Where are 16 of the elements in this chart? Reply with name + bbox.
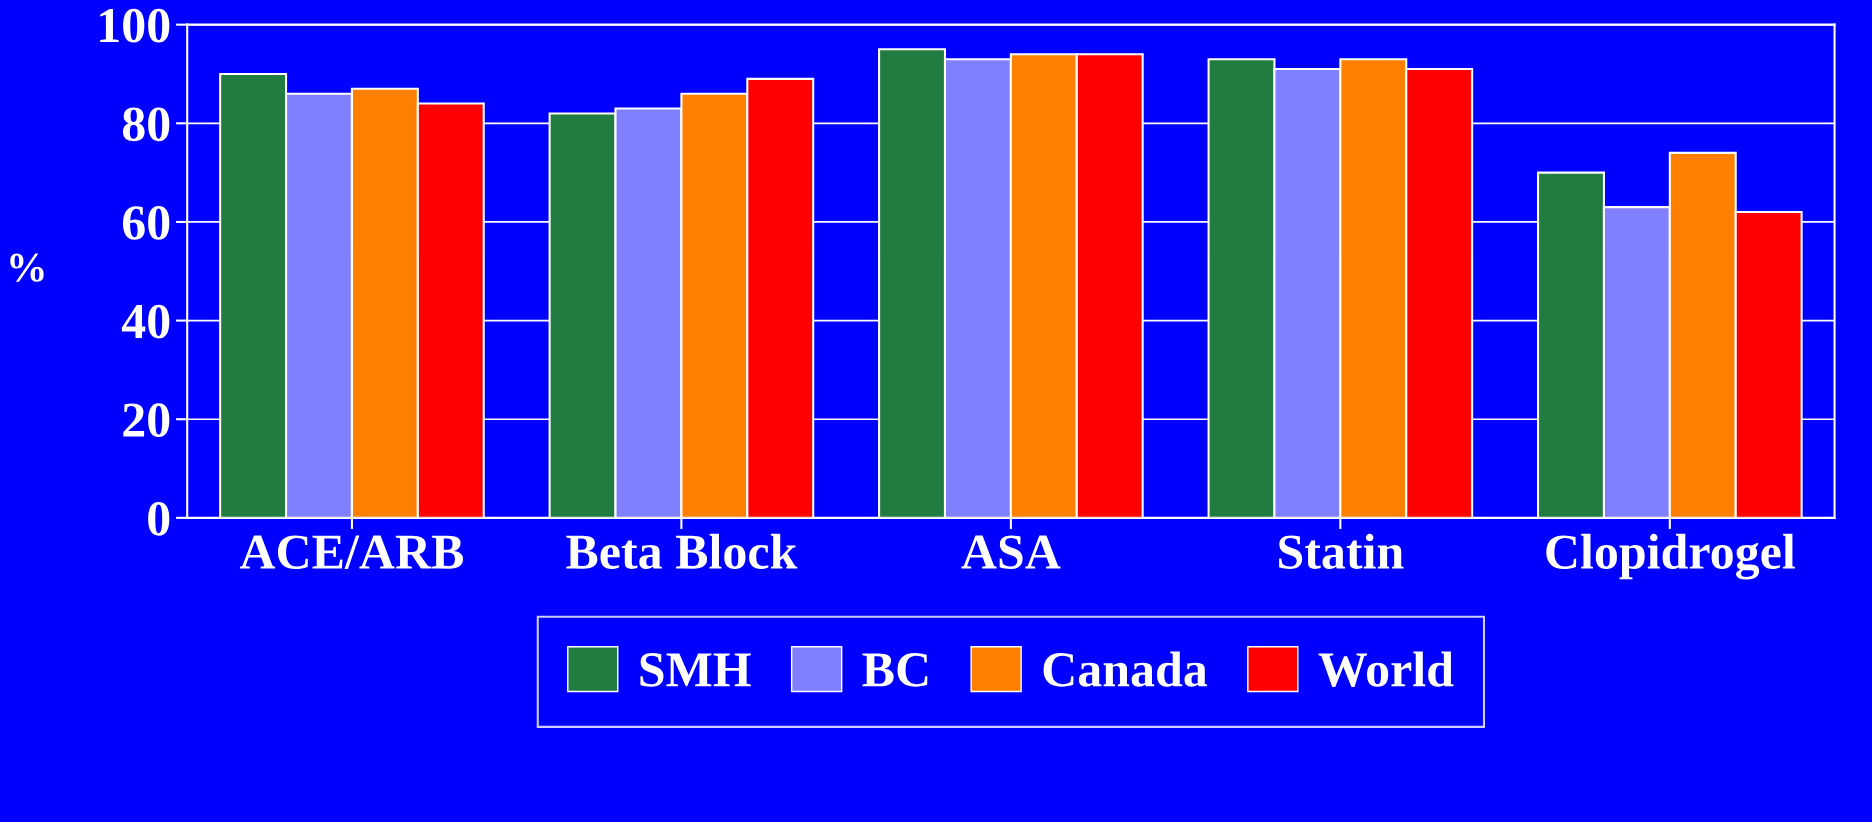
y-tick-label: 0 (148, 501, 170, 536)
y-tick-label: 40 (121, 304, 170, 339)
legend-label: World (1318, 651, 1454, 687)
y-axis-title: % (10, 253, 44, 282)
x-tick-label: Clopidrogel (1546, 533, 1795, 580)
y-tick-label: 100 (100, 8, 170, 43)
legend-label: BC (862, 653, 928, 687)
x-tick-label: Beta Block (566, 533, 798, 570)
x-tick-label: ACE/ARB (239, 535, 464, 570)
y-tick-label: 80 (122, 107, 170, 142)
legend-label: SMH (640, 653, 751, 687)
x-tick-label: ASA (961, 535, 1061, 570)
y-tick-label: 20 (123, 403, 170, 438)
legend-label: Canada (1043, 651, 1208, 687)
x-tick-label: Statin (1279, 533, 1404, 570)
y-tick-label: 60 (122, 206, 170, 240)
